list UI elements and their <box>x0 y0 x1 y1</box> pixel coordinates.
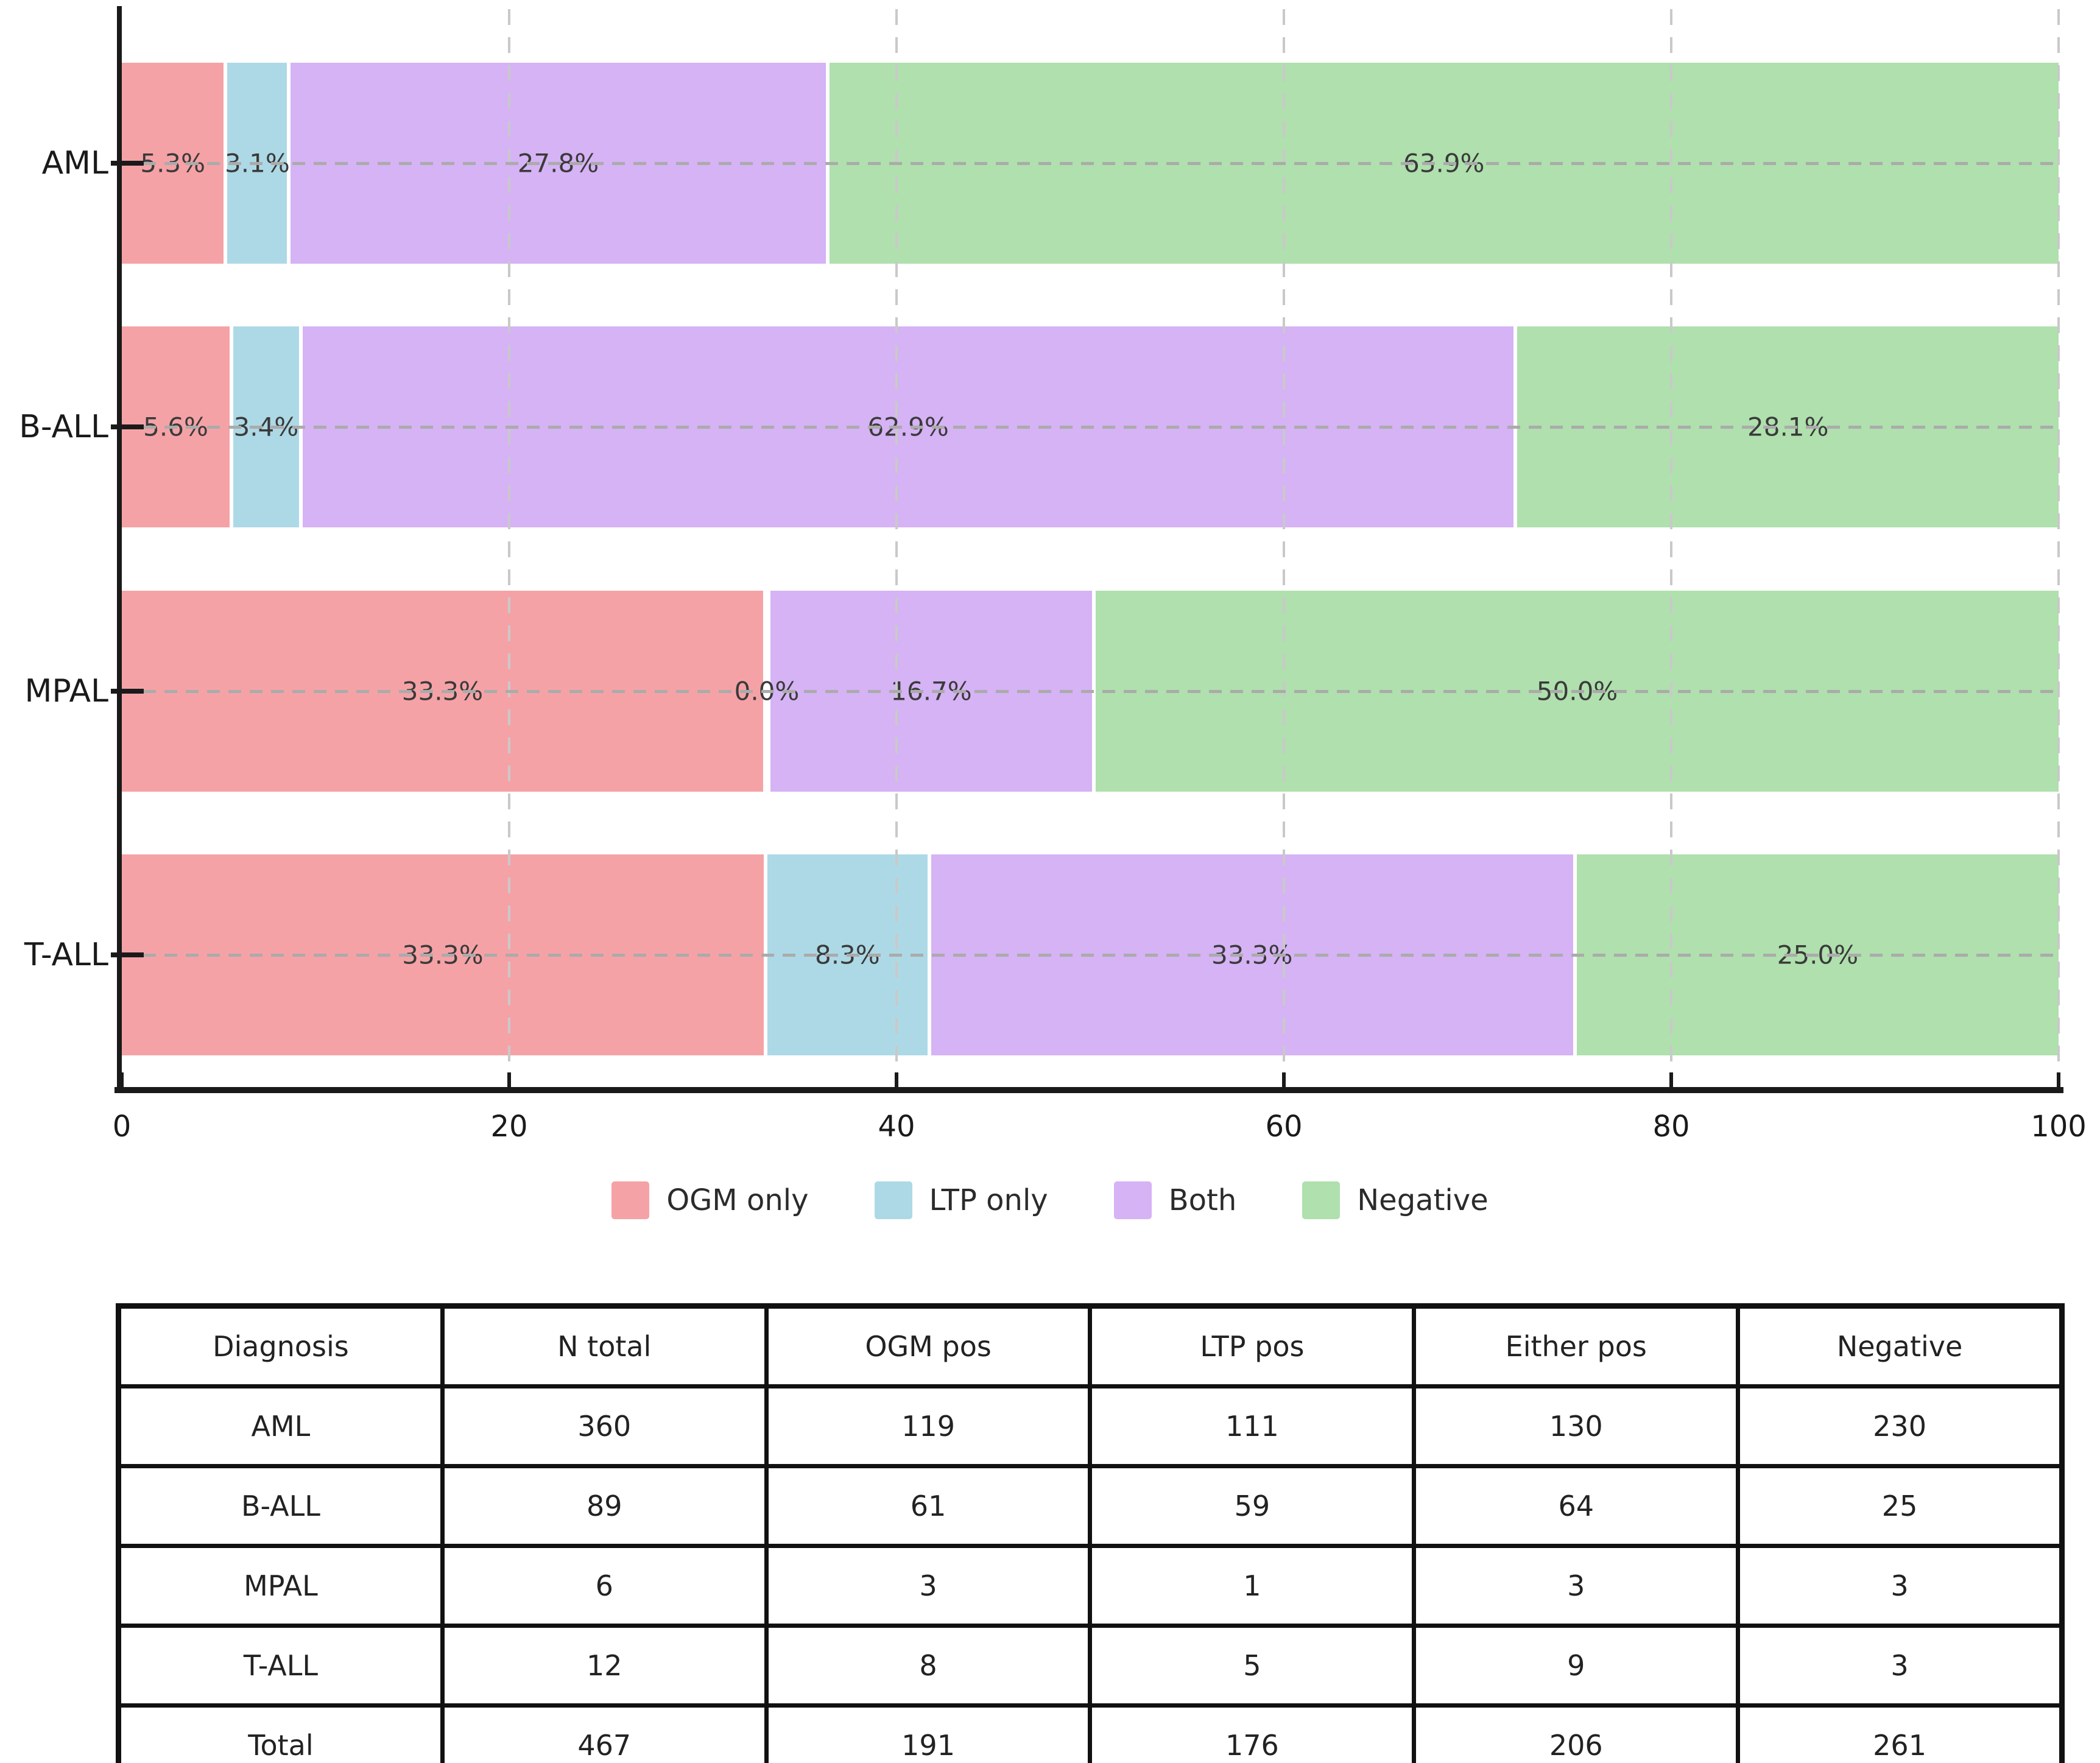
legend-label: OGM only <box>666 1183 809 1217</box>
table-cell: 130 <box>1412 1384 1741 1468</box>
x-axis-tick-label: 60 <box>1265 1110 1303 1144</box>
x-axis-tick-label: 100 <box>2031 1110 2087 1144</box>
table-cell: 3 <box>764 1544 1093 1628</box>
table-header-cell: N total <box>440 1304 769 1388</box>
table-cell: 261 <box>1736 1703 2064 1763</box>
table-cell: 206 <box>1412 1703 1741 1763</box>
legend-label: LTP only <box>929 1183 1048 1217</box>
x-axis-tick-label: 80 <box>1652 1110 1690 1144</box>
horizontal-gridline <box>122 690 2059 693</box>
table-cell: 12 <box>440 1624 769 1708</box>
y-axis-tick <box>111 952 144 957</box>
table-cell: 1 <box>1088 1544 1417 1628</box>
table-cell: 111 <box>1088 1384 1417 1468</box>
y-axis-category-label: MPAL <box>24 673 108 709</box>
table-cell: 3 <box>1736 1544 2064 1628</box>
y-axis-category-label: T-ALL <box>24 937 108 973</box>
legend-label: Negative <box>1357 1183 1489 1217</box>
table-cell: 89 <box>440 1464 769 1548</box>
table-cell: 191 <box>764 1703 1093 1763</box>
horizontal-gridline <box>122 162 2059 165</box>
table-header-cell: Either pos <box>1412 1304 1741 1388</box>
table-row: Total 467 191 176 206 261 <box>116 1703 2064 1763</box>
table-cell: 61 <box>764 1464 1093 1548</box>
y-axis-tick <box>111 424 144 429</box>
table-cell: 5 <box>1088 1624 1417 1708</box>
table-cell: 3 <box>1736 1624 2064 1708</box>
legend-label: Both <box>1168 1183 1237 1217</box>
table-cell: 360 <box>440 1384 769 1468</box>
table-row-label: AML <box>116 1384 445 1468</box>
x-axis-tick-label: 0 <box>112 1110 132 1144</box>
table-row-label: B-ALL <box>116 1464 445 1548</box>
table-row-label: MPAL <box>116 1544 445 1628</box>
table-row: T-ALL 12 8 5 9 3 <box>116 1624 2064 1708</box>
y-axis-category-label: B-ALL <box>19 409 108 445</box>
table-cell: 25 <box>1736 1464 2064 1548</box>
vertical-gridline <box>508 9 510 1087</box>
legend-item: LTP only <box>874 1181 1048 1219</box>
legend: OGM only LTP only Both Negative <box>0 1181 2100 1219</box>
table-row: AML 360 119 111 130 230 <box>116 1384 2064 1468</box>
y-axis-tick <box>111 689 144 694</box>
legend-item: OGM only <box>611 1181 809 1219</box>
table-header-cell: Diagnosis <box>116 1304 445 1388</box>
x-axis-tick-label: 20 <box>490 1110 528 1144</box>
table-row-label: Total <box>116 1703 445 1763</box>
table-row: B-ALL 89 61 59 64 25 <box>116 1464 2064 1548</box>
table-cell: 59 <box>1088 1464 1417 1548</box>
y-axis-category-label: AML <box>41 145 108 181</box>
x-axis-tick <box>1282 1072 1286 1087</box>
x-axis-tick <box>507 1072 511 1087</box>
x-axis-tick-label: 40 <box>878 1110 915 1144</box>
table-cell: 6 <box>440 1544 769 1628</box>
y-axis-spine <box>117 6 122 1093</box>
x-axis-tick <box>1669 1072 1673 1087</box>
table-row: MPAL 6 3 1 3 3 <box>116 1544 2064 1628</box>
table-cell: 176 <box>1088 1703 1417 1763</box>
vertical-gridline <box>1670 9 1672 1087</box>
vertical-gridline <box>895 9 898 1087</box>
legend-swatch-negative <box>1302 1181 1341 1219</box>
table-cell: 230 <box>1736 1384 2064 1468</box>
table-header-cell: Negative <box>1736 1304 2064 1388</box>
horizontal-gridline <box>122 426 2059 429</box>
horizontal-gridline <box>122 954 2059 957</box>
table-header-cell: LTP pos <box>1088 1304 1417 1388</box>
y-axis-tick <box>111 161 144 166</box>
summary-table: Diagnosis N total OGM pos LTP pos Either pos… <box>116 1303 2065 1763</box>
x-axis-tick <box>120 1072 124 1087</box>
legend-swatch-ogm-only <box>611 1181 650 1219</box>
table-cell: 3 <box>1412 1544 1741 1628</box>
table-row-label: T-ALL <box>116 1624 445 1708</box>
legend-swatch-ltp-only <box>874 1181 912 1219</box>
legend-item: Both <box>1113 1181 1237 1219</box>
table-cell: 467 <box>440 1703 769 1763</box>
legend-swatch-both <box>1113 1181 1152 1219</box>
vertical-gridline <box>1283 9 1285 1087</box>
table-cell: 64 <box>1412 1464 1741 1548</box>
plot-area: 5.3% 3.1% 27.8% 63.9% 5.6% 3.4% 62.9% 28.1% 33.3… <box>122 9 2060 1087</box>
table-cell: 8 <box>764 1624 1093 1708</box>
x-axis-tick <box>895 1072 898 1087</box>
table-cell: 9 <box>1412 1624 1741 1708</box>
x-axis-tick <box>2057 1072 2060 1087</box>
table-header-cell: OGM pos <box>764 1304 1093 1388</box>
vertical-gridline <box>2057 9 2060 1087</box>
x-axis-spine <box>115 1087 2063 1093</box>
table-cell: 119 <box>764 1384 1093 1468</box>
legend-item: Negative <box>1302 1181 1489 1219</box>
table-header-row: Diagnosis N total OGM pos LTP pos Either pos… <box>116 1304 2064 1388</box>
